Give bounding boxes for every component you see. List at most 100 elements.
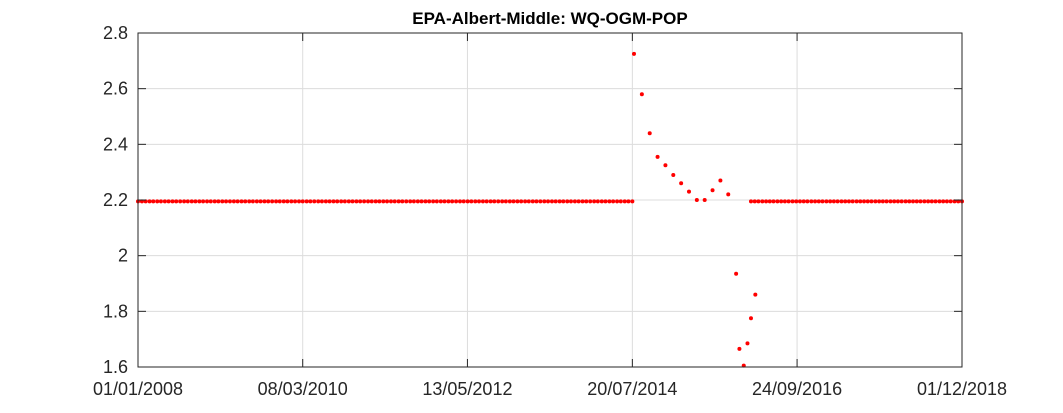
data-point (274, 199, 279, 204)
data-point (312, 199, 317, 204)
data-point (626, 199, 631, 204)
data-point (820, 199, 825, 204)
data-point (895, 199, 900, 204)
data-point (775, 199, 780, 204)
data-point (655, 154, 660, 159)
data-point (546, 199, 551, 204)
data-point (918, 199, 923, 204)
data-point (484, 199, 489, 204)
data-point (205, 199, 210, 204)
data-point (247, 199, 252, 204)
data-point (854, 199, 859, 204)
data-point (457, 199, 462, 204)
data-point (892, 199, 897, 204)
data-point (595, 199, 600, 204)
y-tick-label: 1.6 (103, 357, 128, 377)
data-point (208, 199, 213, 204)
data-point (480, 199, 485, 204)
data-point (308, 199, 313, 204)
data-point (816, 199, 821, 204)
data-point (469, 199, 474, 204)
data-point (450, 199, 455, 204)
data-point (339, 199, 344, 204)
data-point (319, 199, 324, 204)
data-point (250, 199, 255, 204)
data-point (846, 199, 851, 204)
data-point (607, 199, 612, 204)
tick-labels: 01/01/2008 08/03/2010 13/05/2012 20/07/2014… (93, 23, 1007, 399)
x-tick-label: 08/03/2010 (258, 379, 348, 399)
data-point (216, 199, 221, 204)
data-point (828, 199, 833, 204)
data-point (170, 199, 175, 204)
data-point (519, 199, 524, 204)
data-point (185, 199, 190, 204)
data-point (850, 199, 855, 204)
data-point (884, 199, 889, 204)
data-point (526, 199, 531, 204)
data-point (178, 199, 183, 204)
data-point (503, 199, 508, 204)
y-tick-label: 1.8 (103, 301, 128, 321)
data-point (561, 199, 566, 204)
data-point (888, 199, 893, 204)
data-point (151, 199, 156, 204)
data-point (933, 199, 938, 204)
y-tick-label: 2 (118, 246, 128, 266)
data-point (568, 199, 573, 204)
data-point (327, 199, 332, 204)
data-point (446, 199, 451, 204)
data-point (335, 199, 340, 204)
data-point (873, 199, 878, 204)
data-point (285, 199, 290, 204)
data-point (162, 199, 167, 204)
x-tick-label: 01/01/2008 (93, 379, 183, 399)
data-point (515, 199, 520, 204)
data-point (647, 131, 652, 136)
data-point (388, 199, 393, 204)
data-point (630, 199, 635, 204)
data-point (342, 199, 347, 204)
data-point (771, 199, 776, 204)
data-point (254, 199, 259, 204)
data-point (824, 199, 829, 204)
data-point (488, 199, 493, 204)
data-point (431, 199, 436, 204)
data-point (442, 199, 447, 204)
data-point (197, 199, 202, 204)
data-point (507, 199, 512, 204)
data-point (948, 199, 953, 204)
data-point (914, 199, 919, 204)
data-point (767, 199, 772, 204)
data-point (523, 199, 528, 204)
data-point (764, 199, 769, 204)
data-point (423, 199, 428, 204)
data-point (760, 199, 765, 204)
data-point (155, 199, 160, 204)
data-point (500, 199, 505, 204)
x-tick-label: 01/12/2018 (917, 379, 1007, 399)
data-point (549, 199, 554, 204)
data-point (756, 199, 761, 204)
data-point (492, 199, 497, 204)
data-point (411, 199, 416, 204)
data-point (235, 199, 240, 204)
data-point (622, 199, 627, 204)
data-point (331, 199, 336, 204)
data-point (694, 198, 699, 202)
data-point (718, 178, 723, 183)
data-point (858, 199, 863, 204)
data-point (862, 199, 867, 204)
data-point (366, 199, 371, 204)
data-point (438, 199, 443, 204)
data-point (809, 199, 814, 204)
data-point (737, 346, 742, 351)
data-point (679, 181, 684, 186)
data-point (663, 163, 668, 168)
data-point (865, 199, 870, 204)
data-point (726, 192, 731, 197)
data-point (790, 199, 795, 204)
data-point (599, 199, 604, 204)
data-point (316, 199, 321, 204)
